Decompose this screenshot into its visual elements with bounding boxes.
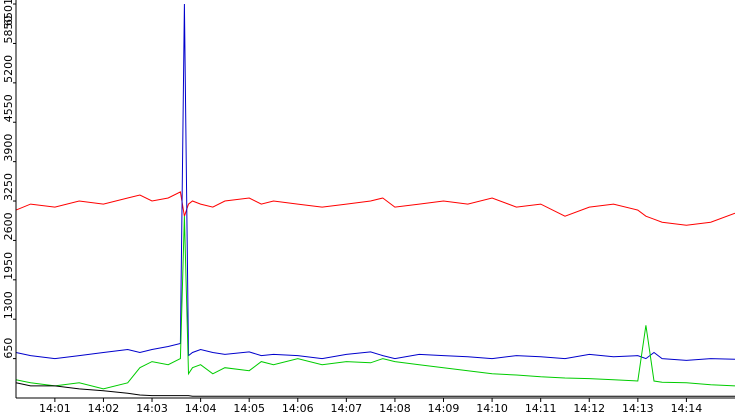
series-line-4: [15, 382, 735, 397]
series-layer: [15, 3, 735, 397]
y-tick-label: 6501: [2, 0, 15, 26]
y-tick-label: 5850: [2, 15, 15, 43]
x-tick-label: 14:07: [330, 402, 362, 415]
x-tick-label: 14:12: [573, 402, 605, 415]
x-tick-layer: 14:01 14:02 14:03 14:04 14:05 14:06 14:07 14:08…: [39, 398, 702, 415]
x-tick-label: 14:01: [39, 402, 71, 415]
y-tick-label: 2600: [2, 212, 15, 240]
x-tick-label: 14:05: [233, 402, 265, 415]
series-line-3: [15, 216, 735, 390]
y-tick-label: 1950: [2, 252, 15, 280]
x-tick-label: 14:04: [185, 402, 217, 415]
x-tick-label: 14:14: [671, 402, 703, 415]
y-tick-label: 5200: [2, 55, 15, 83]
x-tick-label: 14:09: [428, 402, 460, 415]
series-line-1: [15, 191, 735, 226]
y-tick-label: 650: [2, 338, 15, 359]
x-tick-label: 14:13: [622, 402, 654, 415]
x-tick-label: 14:11: [525, 402, 557, 415]
y-tick-label: 3250: [2, 173, 15, 201]
x-tick-label: 14:02: [88, 402, 120, 415]
x-tick-label: 14:06: [282, 402, 314, 415]
y-tick-label: 3900: [2, 134, 15, 162]
y-tick-label: 4550: [2, 94, 15, 122]
x-tick-label: 14:10: [476, 402, 508, 415]
x-tick-label: 14:03: [136, 402, 168, 415]
y-tick-label: 1300: [2, 291, 15, 319]
x-tick-label: 14:08: [379, 402, 411, 415]
series-line-2: [15, 3, 735, 361]
